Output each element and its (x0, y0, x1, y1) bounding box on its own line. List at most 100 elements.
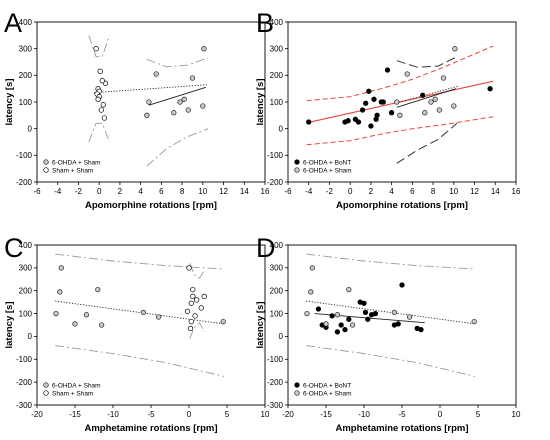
x-tick-label: 6 (410, 187, 415, 196)
data-point (471, 318, 477, 325)
x-tick-label: -10 (358, 410, 370, 419)
data-point (406, 314, 413, 320)
legend-label: 6-OHDA + Sham (303, 390, 352, 397)
data-point (346, 316, 352, 322)
x-tick-label: 12 (470, 187, 479, 196)
y-axis-title: latency [s] (4, 302, 15, 349)
x-tick-label: -20 (31, 410, 43, 419)
regression-line (396, 88, 457, 108)
data-point (404, 71, 410, 77)
plot-area (306, 45, 494, 164)
plot-area (88, 35, 209, 167)
data-point (399, 282, 405, 288)
y-axis-title: latency [s] (255, 302, 266, 349)
data-point (181, 96, 187, 102)
data-point (220, 318, 226, 325)
data-point (100, 102, 106, 108)
data-point (190, 286, 196, 293)
panel-letter: A (4, 8, 22, 38)
data-point (315, 306, 322, 312)
series-6-ohda-bont (306, 67, 493, 129)
x-tick-label: -15 (320, 410, 332, 419)
data-point (72, 321, 78, 327)
x-tick-label: -6 (284, 187, 292, 196)
data-point (101, 115, 108, 121)
data-point (97, 68, 103, 74)
x-tick-label: 10 (261, 410, 270, 419)
data-point (397, 112, 403, 118)
data-point (200, 103, 206, 109)
data-point (329, 313, 335, 319)
panel-letter: B (256, 8, 274, 38)
y-tick-label: -100 (267, 151, 284, 160)
confidence-band (306, 345, 476, 377)
data-point (193, 297, 200, 303)
x-tick-label: 4 (138, 187, 143, 196)
series-sham-sham (93, 46, 109, 121)
x-axis-title: Amphetamine rotations [rpm] (335, 423, 468, 434)
data-point (372, 310, 379, 317)
data-point (363, 100, 369, 106)
confidence-band (189, 263, 205, 279)
x-tick-label: 8 (431, 187, 436, 196)
data-point (349, 322, 356, 328)
data-point (188, 318, 194, 325)
x-tick-label: 5 (476, 410, 481, 419)
y-tick-label: -100 (16, 151, 33, 160)
legend-marker (294, 390, 300, 396)
data-point (323, 321, 329, 327)
data-point (345, 118, 351, 124)
data-point (308, 289, 314, 295)
confidence-band (146, 57, 209, 68)
regression-line (396, 85, 460, 104)
y-tick-label: 200 (19, 287, 33, 296)
data-point (189, 75, 196, 81)
y-axis-title: latency [s] (4, 79, 15, 126)
data-point (185, 107, 191, 113)
data-point (365, 316, 371, 322)
regression-line (93, 84, 209, 94)
data-point (155, 314, 162, 320)
data-point (186, 265, 192, 271)
data-point (374, 112, 380, 118)
x-tick-label: 2 (369, 187, 374, 196)
y-tick-label: 100 (19, 309, 33, 318)
x-tick-label: 10 (512, 410, 521, 419)
data-point (334, 312, 341, 318)
y-tick-label: 200 (270, 287, 284, 296)
data-point (190, 293, 196, 300)
data-point (391, 309, 398, 316)
data-point (338, 322, 344, 328)
data-point (153, 71, 159, 77)
data-point (198, 305, 204, 311)
y-tick-label: -200 (267, 378, 284, 387)
data-point (368, 123, 374, 129)
data-point (380, 99, 386, 105)
y-tick-label: 0 (279, 124, 284, 133)
x-axis-title: Amphetamine rotations [rpm] (84, 423, 217, 434)
panel-letter: C (4, 233, 24, 263)
panel-a: A -200 -100 0 100 200 300 400 -6 -4 -2 0 2 4 6 8 10 12 14 1… (4, 8, 270, 211)
x-tick-label: 10 (449, 187, 458, 196)
y-tick-label: -100 (16, 355, 33, 364)
x-tick-label: -4 (305, 187, 313, 196)
series-6-ohda-bont (315, 282, 424, 335)
data-point (432, 96, 438, 102)
x-tick-label: 16 (261, 187, 270, 196)
data-point (359, 107, 366, 113)
data-point (371, 96, 377, 102)
legend-label: 6-OHDA + Sham (52, 159, 101, 166)
legend-label: 6-OHDA + BoNT (303, 159, 351, 166)
legend-marker (43, 390, 49, 396)
data-point (346, 286, 352, 293)
data-point (184, 308, 191, 314)
plot-frame (36, 244, 266, 406)
data-point (451, 103, 457, 109)
y-tick-label: 200 (19, 71, 33, 80)
x-tick-label: -6 (33, 187, 41, 196)
x-tick-label: 8 (180, 187, 185, 196)
panel-d: D -300 -200 -100 0 100 200 300 400 -20 -15 -10 -5 0 5 1… (255, 233, 521, 434)
data-point (171, 110, 177, 116)
y-tick-label: 400 (19, 18, 33, 27)
